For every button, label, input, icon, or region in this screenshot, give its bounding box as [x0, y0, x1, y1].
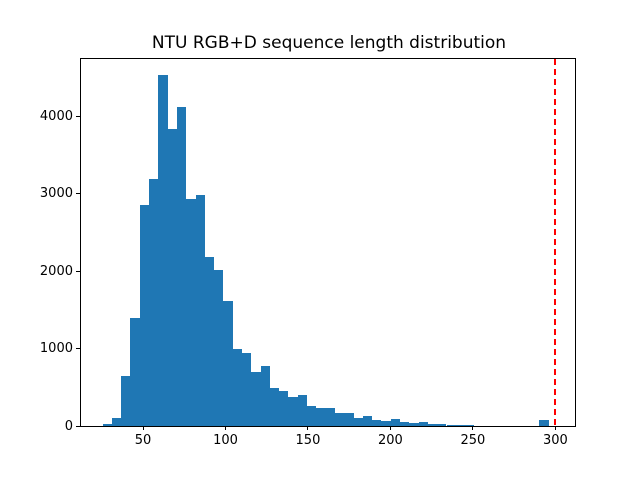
x-tick-mark: [389, 426, 391, 430]
histogram-bar: [167, 129, 177, 426]
histogram-bar: [195, 194, 205, 426]
histogram-bar: [242, 352, 252, 426]
histogram-bar: [279, 391, 289, 426]
y-tick-label: 0: [64, 418, 73, 434]
x-tick-label: 250: [460, 433, 486, 448]
x-tick-mark: [554, 426, 556, 430]
histogram-bar: [130, 317, 140, 426]
histogram-bar: [390, 419, 401, 426]
x-tick-label: 100: [213, 433, 238, 448]
histogram-bar: [418, 422, 428, 426]
x-tick-mark: [472, 426, 474, 430]
max-length-threshold-line: [554, 59, 557, 426]
histogram-bar: [260, 366, 270, 426]
histogram-bar: [102, 423, 112, 426]
histogram-bar: [427, 423, 438, 426]
histogram-bar: [149, 179, 159, 426]
histogram-bar: [446, 424, 456, 426]
histogram-bar: [307, 406, 317, 426]
histogram-bar: [214, 269, 224, 426]
histogram-bar: [232, 349, 242, 426]
histogram-bar: [465, 425, 475, 426]
histogram-bar: [362, 415, 373, 426]
histogram-bar: [111, 418, 122, 426]
histogram-bar: [381, 421, 391, 426]
histogram-bar: [409, 423, 419, 426]
histogram-bar: [269, 387, 280, 426]
x-tick-mark: [142, 426, 144, 430]
histogram-bar: [437, 423, 447, 426]
y-tick-mark: [76, 116, 80, 118]
histogram-bar: [297, 395, 308, 426]
histogram-bar: [204, 256, 215, 426]
histogram-bar: [316, 408, 326, 426]
histogram-bar: [186, 199, 196, 426]
histogram-bar: [353, 417, 363, 426]
histogram-bar: [251, 371, 261, 426]
x-tick-label: 50: [134, 433, 152, 448]
histogram-bar: [344, 413, 354, 426]
x-tick-label: 200: [378, 433, 403, 448]
histogram-bar: [223, 301, 233, 426]
histogram-bar: [455, 424, 466, 426]
histogram-bar: [121, 375, 131, 426]
x-tick-label: 150: [295, 433, 321, 448]
y-tick-label: 3000: [39, 186, 73, 202]
histogram-bar: [158, 74, 168, 426]
plot-area: 50 100 150 200 250 300 0 1000 2000 3000 4000: [40, 58, 576, 448]
histogram-bar: [139, 204, 150, 426]
x-tick-mark: [307, 426, 309, 430]
chart-title: NTU RGB+D sequence length distribution: [151, 33, 507, 53]
histogram-bar: [288, 397, 298, 426]
histogram-bar: [325, 408, 335, 426]
y-tick-mark: [76, 425, 80, 427]
y-tick-label: 1000: [39, 341, 73, 357]
y-tick-label: 4000: [39, 109, 73, 125]
y-tick-mark: [76, 270, 80, 272]
y-tick-mark: [76, 193, 80, 195]
x-tick-label: 300: [542, 433, 568, 448]
histogram-bar: [334, 413, 345, 426]
y-tick-mark: [76, 348, 80, 350]
histogram-bar: [372, 419, 382, 426]
x-tick-mark: [224, 426, 226, 430]
histogram-bar: [539, 419, 549, 426]
histogram-bar: [400, 422, 410, 426]
y-tick-label: 2000: [39, 263, 73, 279]
histogram-bar: [176, 107, 187, 426]
